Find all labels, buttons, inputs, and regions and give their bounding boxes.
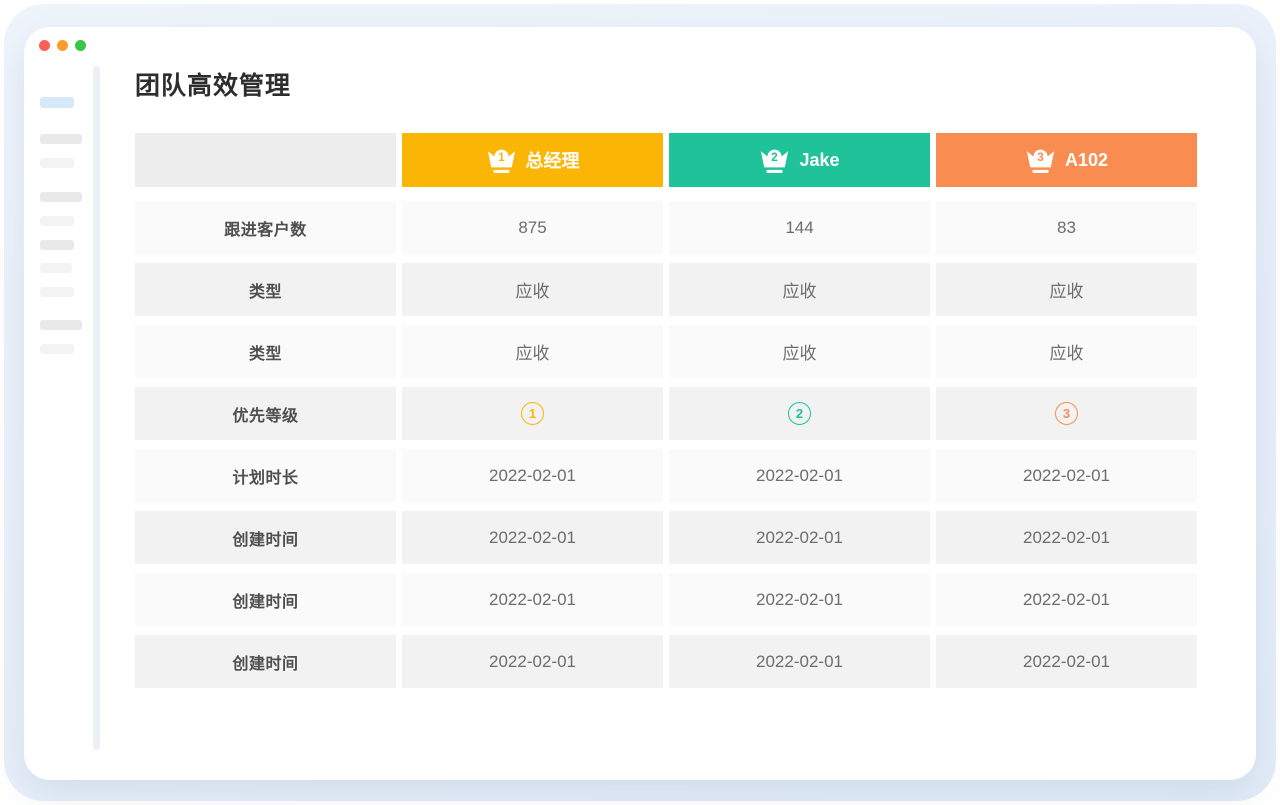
row-label: 计划时长 (135, 449, 396, 502)
table-cell: 应收 (936, 325, 1197, 378)
table-cell: 应收 (402, 325, 663, 378)
window-controls (39, 40, 86, 51)
table-cell: 2022-02-01 (669, 511, 930, 564)
table-cell: 875 (402, 201, 663, 254)
table-cell: 2022-02-01 (402, 635, 663, 688)
sidebar-active-item-placeholder (40, 97, 74, 108)
row-label: 跟进客户数 (135, 201, 396, 254)
sidebar-skeleton-bar (40, 344, 74, 354)
table-cell: 3 (936, 387, 1197, 440)
ranking-table: 1 总经理 2 Jake 3 A102 跟进客户数 875 144 83 类型 应收 应收 应收 类型 应收… (135, 133, 1197, 688)
crown-rank-icon: 3 (1026, 149, 1055, 173)
column-header-2: 2 Jake (669, 133, 930, 187)
svg-text:1: 1 (498, 149, 505, 163)
column-header-label: 总经理 (525, 151, 580, 171)
sidebar-skeleton-bar (40, 240, 74, 250)
table-cell: 2022-02-01 (669, 449, 930, 502)
table-cell: 应收 (669, 263, 930, 316)
table-cell: 应收 (402, 263, 663, 316)
sidebar-divider (93, 66, 100, 750)
main-content: 团队高效管理 1 总经理 2 Jake 3 A102 跟进客户数 875 144 83 类型 应收应… (135, 66, 1207, 688)
row-label: 创建时间 (135, 511, 396, 564)
table-corner-cell (135, 133, 396, 187)
table-cell: 1 (402, 387, 663, 440)
table-cell: 2022-02-01 (936, 511, 1197, 564)
priority-badge-2: 2 (788, 402, 811, 425)
row-label: 类型 (135, 325, 396, 378)
table-cell: 2022-02-01 (936, 449, 1197, 502)
table-cell: 2022-02-01 (402, 511, 663, 564)
priority-badge-3: 3 (1055, 402, 1078, 425)
column-header-3: 3 A102 (936, 133, 1197, 187)
column-header-1: 1 总经理 (402, 133, 663, 187)
sidebar-skeleton-bar (40, 216, 74, 226)
sidebar-skeleton-bar (40, 320, 82, 330)
row-label: 创建时间 (135, 635, 396, 688)
table-cell: 144 (669, 201, 930, 254)
column-header-label: A102 (1064, 149, 1109, 170)
table-cell: 应收 (936, 263, 1197, 316)
page-title: 团队高效管理 (135, 72, 292, 100)
table-cell: 2022-02-01 (669, 573, 930, 626)
table-cell: 应收 (669, 325, 930, 378)
column-header-label: Jake (799, 149, 840, 170)
crown-rank-icon: 1 (487, 149, 515, 173)
priority-badge-1: 1 (521, 402, 544, 425)
app-window: 团队高效管理 1 总经理 2 Jake 3 A102 跟进客户数 875 144 83 类型 应收应… (24, 27, 1256, 780)
sidebar-skeleton-bar (40, 134, 82, 144)
table-cell: 2022-02-01 (402, 449, 663, 502)
table-cell: 2 (669, 387, 930, 440)
crown-rank-icon: 2 (761, 149, 789, 173)
row-label: 类型 (135, 263, 396, 316)
sidebar-skeleton-bar (40, 158, 74, 168)
sidebar-skeleton-bar (40, 263, 72, 273)
table-cell: 2022-02-01 (669, 635, 930, 688)
row-label: 创建时间 (135, 573, 396, 626)
table-cell: 2022-02-01 (402, 573, 663, 626)
table-cell: 2022-02-01 (936, 573, 1197, 626)
sidebar-skeleton-bar (40, 192, 82, 202)
table-header-row: 1 总经理 2 Jake 3 A102 (135, 133, 1197, 187)
svg-text:3: 3 (1037, 149, 1044, 163)
sidebar-skeleton-bar (40, 287, 74, 297)
background-panel: 团队高效管理 1 总经理 2 Jake 3 A102 跟进客户数 875 144 83 类型 应收应… (4, 4, 1276, 801)
table-body: 跟进客户数 875 144 83 类型 应收 应收 应收 类型 应收 应收 应收 优先等级 1 2 3 计划时长… (135, 201, 1197, 688)
table-cell: 83 (936, 201, 1197, 254)
sidebar (40, 27, 90, 780)
svg-text:2: 2 (772, 149, 779, 163)
row-label: 优先等级 (135, 387, 396, 440)
table-cell: 2022-02-01 (936, 635, 1197, 688)
close-button[interactable] (39, 40, 50, 51)
zoom-button[interactable] (75, 40, 86, 51)
minimize-button[interactable] (57, 40, 68, 51)
